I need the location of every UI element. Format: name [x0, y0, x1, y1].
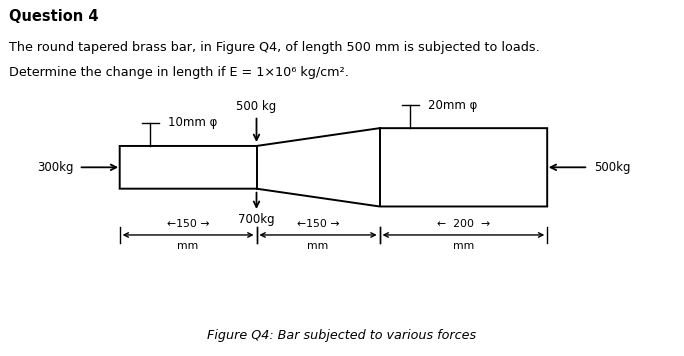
Text: ←150 →: ←150 → [297, 219, 339, 229]
Text: mm: mm [307, 241, 329, 251]
Text: Determine the change in length if E = 1×10⁶ kg/cm².: Determine the change in length if E = 1×… [9, 66, 349, 79]
Text: 300kg: 300kg [37, 161, 73, 174]
Text: ←150 →: ←150 → [167, 219, 209, 229]
Text: mm: mm [453, 241, 474, 251]
Text: 10mm φ: 10mm φ [168, 116, 217, 129]
Text: mm: mm [177, 241, 199, 251]
Text: 20mm φ: 20mm φ [428, 99, 477, 111]
Text: Figure Q4: Bar subjected to various forces: Figure Q4: Bar subjected to various forc… [207, 329, 477, 342]
Text: The round tapered brass bar, in Figure Q4, of length 500 mm is subjected to load: The round tapered brass bar, in Figure Q… [9, 41, 540, 54]
Text: Question 4: Question 4 [9, 9, 98, 24]
Polygon shape [120, 128, 547, 206]
Text: 500 kg: 500 kg [237, 100, 276, 113]
Text: ←  200  →: ← 200 → [437, 219, 490, 229]
Text: 700kg: 700kg [238, 213, 275, 226]
Text: 500kg: 500kg [594, 161, 630, 174]
